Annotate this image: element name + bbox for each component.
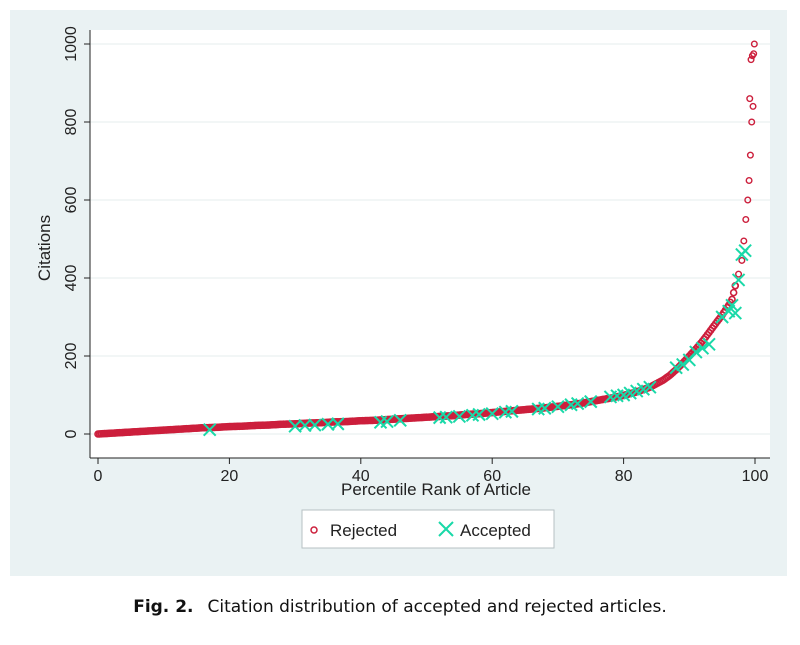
figure-caption: Fig. 2. Citation distribution of accepted… bbox=[0, 597, 800, 617]
y-axis-title: Citations bbox=[35, 215, 54, 281]
accepted-point bbox=[728, 306, 742, 320]
accepted-point bbox=[725, 298, 739, 313]
accepted-point bbox=[731, 273, 746, 287]
y-tick-label: 800 bbox=[63, 109, 80, 136]
accepted-point bbox=[538, 401, 552, 415]
rejected-point bbox=[738, 256, 746, 264]
rejected-point bbox=[744, 196, 752, 204]
rejected-point bbox=[746, 95, 754, 103]
accepted-point bbox=[669, 360, 683, 375]
grid-lines bbox=[90, 43, 770, 435]
y-tick-label: 400 bbox=[63, 265, 80, 292]
legend-accepted-marker bbox=[438, 521, 454, 537]
accepted-point bbox=[695, 341, 710, 355]
rejected-point bbox=[748, 118, 756, 126]
x-axis-title: Percentile Rank of Article bbox=[341, 480, 531, 499]
x-tick-label: 20 bbox=[221, 468, 239, 485]
accepted-point bbox=[452, 409, 467, 424]
accepted-point bbox=[308, 418, 322, 432]
legend-accepted-label: Accepted bbox=[460, 521, 531, 540]
accepted-point bbox=[393, 413, 407, 428]
rejected-point bbox=[750, 40, 758, 48]
rejected-point bbox=[742, 215, 750, 223]
accepted-point bbox=[570, 396, 585, 411]
caption-text: Citation distribution of accepted and re… bbox=[207, 597, 667, 617]
figure-panel: 0 20 40 60 80 100 0 200 400 600 800 1000 Percentil… bbox=[10, 10, 787, 576]
rejected-point bbox=[746, 151, 754, 159]
accepted-point bbox=[321, 417, 335, 431]
accepted-point bbox=[298, 418, 312, 433]
caption-label: Fig. 2. bbox=[133, 597, 194, 617]
accepted-point bbox=[676, 357, 690, 372]
x-tick-label: 60 bbox=[483, 468, 501, 485]
rejected-point bbox=[729, 288, 738, 297]
accepted-point bbox=[505, 404, 519, 419]
x-tick-label: 40 bbox=[352, 468, 370, 485]
rejected-point bbox=[749, 102, 757, 110]
citation-chart: 0 20 40 60 80 100 0 200 400 600 800 1000 Percentil… bbox=[35, 26, 770, 549]
rejected-point bbox=[728, 295, 736, 304]
accepted-point bbox=[202, 423, 217, 437]
accepted-point bbox=[643, 380, 657, 394]
accepted-point bbox=[331, 417, 345, 431]
legend-box bbox=[301, 509, 555, 549]
accepted-point bbox=[738, 243, 752, 258]
rejected-point bbox=[735, 270, 743, 278]
plot-area bbox=[90, 30, 770, 458]
rejected-point bbox=[750, 50, 758, 58]
accepted-point bbox=[689, 345, 703, 359]
accepted-point bbox=[472, 407, 486, 422]
legend-rejected-label: Rejected bbox=[330, 521, 397, 540]
accepted-point bbox=[584, 394, 598, 409]
rejected-point bbox=[745, 176, 753, 184]
x-tick-labels: 0 20 40 60 80 100 bbox=[94, 468, 769, 485]
rejected-point bbox=[747, 56, 755, 64]
y-tick-labels: 0 200 400 600 800 1000 bbox=[63, 26, 80, 438]
accepted-point bbox=[380, 414, 394, 429]
y-tick-label: 0 bbox=[63, 429, 80, 438]
x-tick-label: 0 bbox=[94, 468, 103, 485]
axes bbox=[84, 30, 770, 464]
legend: Rejected Accepted bbox=[301, 509, 555, 549]
rejected-point bbox=[740, 237, 748, 245]
accepted-point bbox=[551, 399, 565, 414]
accepted-point bbox=[485, 407, 499, 421]
y-tick-label: 200 bbox=[63, 343, 80, 370]
accepted-point bbox=[439, 410, 453, 424]
legend-rejected-marker bbox=[310, 526, 318, 534]
y-tick-label: 600 bbox=[63, 187, 80, 214]
x-tick-label: 80 bbox=[615, 468, 633, 485]
x-tick-label: 100 bbox=[742, 468, 769, 485]
accepted-point bbox=[702, 337, 716, 352]
accepted-series bbox=[202, 243, 752, 437]
y-tick-label: 1000 bbox=[63, 26, 80, 62]
